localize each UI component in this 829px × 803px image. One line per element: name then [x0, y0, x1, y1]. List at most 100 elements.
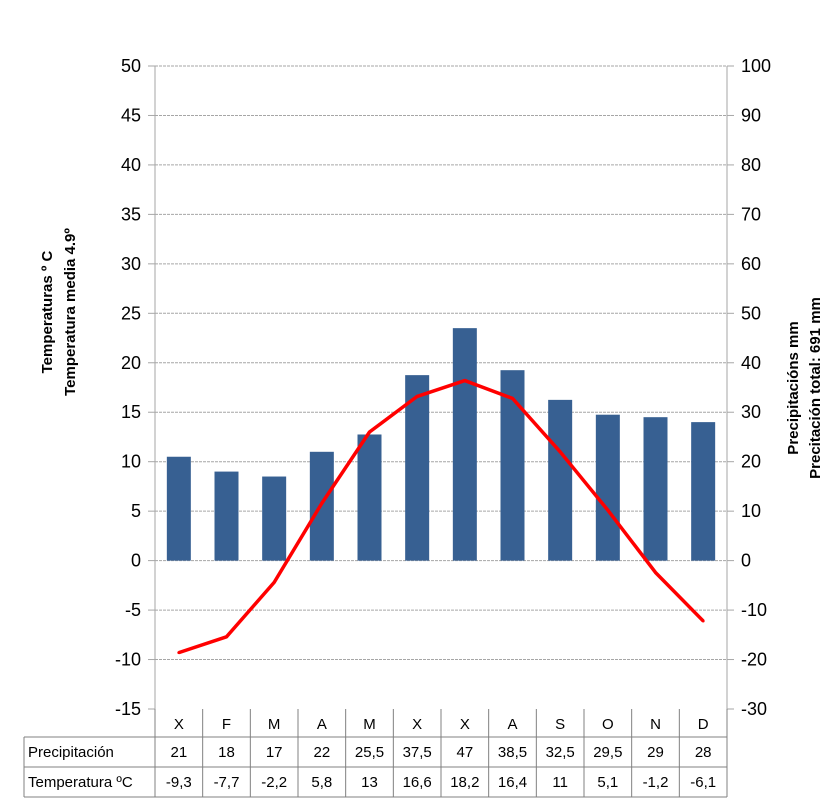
- left-tick-label: 30: [121, 254, 141, 274]
- temperature-point: [606, 508, 610, 512]
- right-tick-label: 0: [741, 551, 751, 571]
- left-axis-title-1: Temperaturas º C: [39, 250, 56, 373]
- right-tick-label: -30: [741, 699, 767, 719]
- right-tick-label: 70: [741, 204, 761, 224]
- temp-value: -1,2: [643, 774, 669, 791]
- precip-value: 38,5: [498, 744, 527, 761]
- left-tick-label: 40: [121, 155, 141, 175]
- month-label: O: [602, 716, 614, 733]
- precipitation-bar: [500, 370, 525, 561]
- temp-value: 18,2: [450, 774, 479, 791]
- gridlines: [155, 65, 727, 661]
- temperature-point: [225, 635, 228, 639]
- temperature-point: [511, 396, 514, 400]
- temperature-point: [320, 501, 324, 505]
- left-tick-label: -10: [115, 650, 141, 670]
- data-table: Precipitación Temperatura ºC X 21 -9,3 F 18 -7,…: [23, 709, 728, 798]
- left-tick-label: 15: [121, 402, 141, 422]
- right-tick-label: 100: [741, 56, 771, 76]
- temp-value: -9,3: [166, 774, 192, 791]
- temp-value: 16,4: [498, 774, 527, 791]
- left-tick-label: -5: [125, 600, 141, 620]
- month-label: X: [174, 716, 184, 733]
- month-label: X: [460, 716, 470, 733]
- precip-value: 28: [695, 744, 712, 761]
- precipitation-bar: [452, 328, 477, 561]
- month-label: M: [268, 716, 281, 733]
- precipitation-bar: [691, 422, 716, 561]
- precip-value: 37,5: [403, 744, 432, 761]
- temperature-point: [463, 379, 467, 383]
- precipitation-bar: [262, 476, 287, 561]
- month-label: X: [412, 716, 422, 733]
- precip-value: 22: [313, 744, 330, 761]
- right-tick-label: 30: [741, 402, 761, 422]
- right-tick-label: -20: [741, 650, 767, 670]
- row-label-temperatura: Temperatura ºC: [28, 774, 133, 791]
- temperature-point: [368, 430, 371, 434]
- right-tick-label: 50: [741, 303, 761, 323]
- left-tick-label: 0: [131, 551, 141, 571]
- precip-value: 32,5: [546, 744, 575, 761]
- precipitation-bar: [643, 417, 668, 561]
- precip-value: 25,5: [355, 744, 384, 761]
- temp-value: 5,1: [597, 774, 618, 791]
- left-axis-title-2: Temperatura media 4.9º: [62, 228, 79, 396]
- left-tick-label: 35: [121, 204, 141, 224]
- right-tick-label: 80: [741, 155, 761, 175]
- row-label-precipitacion: Precipitación: [28, 744, 114, 761]
- temperature-line: [177, 378, 705, 655]
- precipitation-bar: [595, 414, 620, 561]
- temperature-point: [415, 394, 419, 398]
- left-tick-label: 45: [121, 105, 141, 125]
- precipitation-bar: [548, 399, 573, 561]
- left-tick-label: 10: [121, 452, 141, 472]
- temperature-point: [272, 580, 276, 584]
- temperature-point: [558, 450, 562, 454]
- precip-value: 21: [170, 744, 187, 761]
- left-tick-label: 50: [121, 56, 141, 76]
- temperature-point: [654, 570, 657, 574]
- temperature-point: [701, 619, 705, 623]
- precipitation-bars: [166, 328, 716, 561]
- month-label: M: [363, 716, 376, 733]
- precip-value: 17: [266, 744, 283, 761]
- left-tick-label: 25: [121, 303, 141, 323]
- temp-value: 16,6: [403, 774, 432, 791]
- temp-value: -7,7: [214, 774, 240, 791]
- right-tick-label: 40: [741, 353, 761, 373]
- right-axis-title-1: Precipitacións mm: [785, 321, 802, 454]
- precip-value: 29,5: [593, 744, 622, 761]
- left-tick-label: -15: [115, 699, 141, 719]
- temp-value: -6,1: [690, 774, 716, 791]
- right-tick-label: 20: [741, 452, 761, 472]
- precipitation-bar: [357, 434, 382, 561]
- month-label: F: [222, 716, 231, 733]
- temp-value: -2,2: [261, 774, 287, 791]
- temp-value: 5,8: [311, 774, 332, 791]
- temperature-series-line: [178, 378, 705, 655]
- precip-value: 18: [218, 744, 235, 761]
- precipitation-bar: [405, 375, 430, 561]
- month-label: N: [650, 716, 661, 733]
- temp-value: 13: [361, 774, 378, 791]
- month-label: A: [317, 716, 327, 733]
- month-label: D: [698, 716, 709, 733]
- precipitation-bar: [166, 456, 191, 561]
- right-axis-title-2: Precitación total: 691 mm: [807, 297, 824, 479]
- precip-value: 29: [647, 744, 664, 761]
- precip-value: 47: [456, 744, 473, 761]
- month-label: S: [555, 716, 565, 733]
- right-tick-label: 60: [741, 254, 761, 274]
- right-tick-label: 10: [741, 501, 761, 521]
- month-label: A: [507, 716, 517, 733]
- temp-value: 11: [552, 774, 568, 791]
- temperature-point: [177, 651, 181, 655]
- left-tick-label: 5: [131, 501, 141, 521]
- right-tick-label: -10: [741, 600, 767, 620]
- left-tick-label: 20: [121, 353, 141, 373]
- right-tick-label: 90: [741, 105, 761, 125]
- precipitation-bar: [214, 471, 239, 561]
